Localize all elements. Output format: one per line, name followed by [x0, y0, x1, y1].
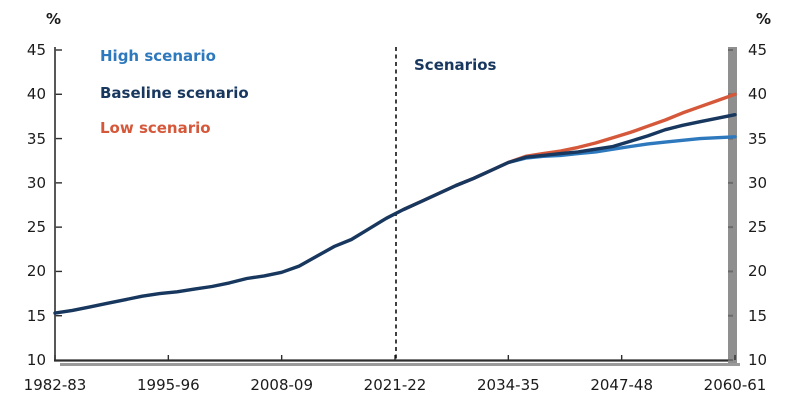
- x-tick-label: 2034-35: [476, 376, 540, 394]
- legend-item-low-scenario: Low scenario: [100, 119, 211, 137]
- y-tick-label-right: 15: [748, 306, 768, 325]
- y-tick-label-right: 30: [748, 173, 768, 192]
- legend-item-baseline-scenario: Baseline scenario: [100, 84, 249, 102]
- y-tick-label-right: 10: [748, 351, 768, 369]
- y-tick-label-left: 10: [26, 351, 46, 369]
- y-tick-label-left: 20: [26, 262, 46, 281]
- right-axis-bar: [728, 47, 737, 363]
- x-axis-ticks: [54, 355, 736, 360]
- x-tick-label: 1982-83: [23, 376, 87, 394]
- y-tick-label-right: 35: [748, 129, 768, 148]
- y-tick-label-right: 25: [748, 218, 768, 237]
- left-axis-ticks: [55, 49, 62, 317]
- y-tick-label-left: 15: [26, 306, 46, 325]
- series-line-baseline-scenario: [53, 112, 737, 315]
- y-tick-label-left: 30: [26, 173, 46, 192]
- x-tick-label: 2047-48: [590, 376, 653, 394]
- y-tick-label-left: 25: [26, 218, 46, 237]
- legend-item-high-scenario: High scenario: [100, 47, 216, 65]
- y-tick-label-left: 40: [26, 85, 46, 104]
- y-tick-label-right: 20: [748, 262, 768, 281]
- y-tick-label-right: 45: [748, 41, 768, 59]
- series-lines: [53, 92, 737, 315]
- right-axis-unit-label: %: [756, 10, 772, 28]
- left-axis-unit-label: %: [46, 10, 62, 28]
- y-tick-label-left: 35: [26, 129, 46, 148]
- scenarios-annotation-label: Scenarios: [414, 56, 497, 74]
- x-tick-label: 1995-96: [136, 376, 200, 394]
- y-tick-label-right: 40: [748, 85, 768, 104]
- x-tick-label: 2021-22: [363, 376, 427, 394]
- y-tick-label-left: 45: [26, 41, 46, 59]
- x-tick-label: 2008-09: [250, 376, 313, 394]
- x-tick-label: 2060-61: [703, 376, 767, 394]
